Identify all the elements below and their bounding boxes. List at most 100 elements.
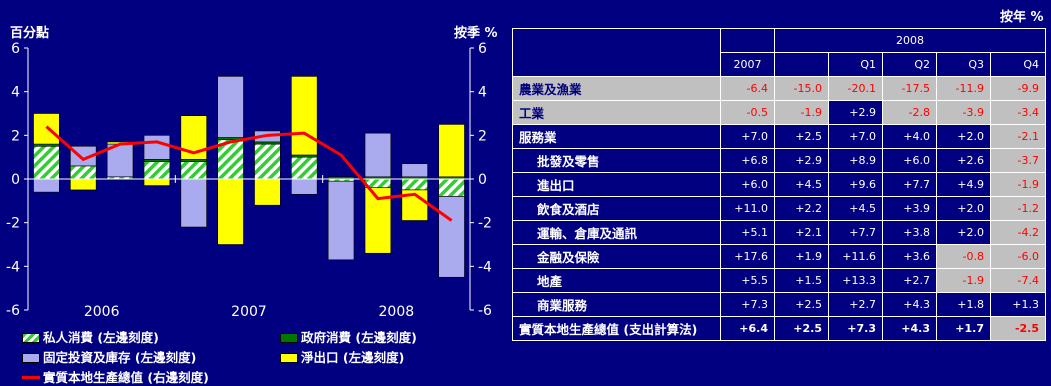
left-tick-label: 0 (11, 172, 20, 188)
bar-invest (438, 196, 465, 278)
bar-gov (180, 159, 207, 162)
bar-private (254, 143, 281, 180)
row-value: -4.2 (990, 220, 1046, 245)
row-value: -11.9 (936, 76, 991, 101)
bar-private (180, 161, 207, 180)
left-tick-label: 2 (11, 128, 20, 144)
x-group-label: 2006 (84, 304, 120, 320)
row-value: +6.8 (720, 148, 775, 173)
row-value: -6.0 (990, 244, 1046, 269)
row-value: -1.9 (774, 100, 829, 125)
left-tick-label: -4 (6, 259, 20, 275)
bar-invest (143, 135, 171, 160)
row-value: +1.9 (774, 244, 829, 269)
bar-invest (70, 145, 97, 167)
bar-invest (364, 132, 392, 178)
row-value: +2.1 (774, 220, 829, 245)
row-value: +6.0 (882, 148, 937, 173)
left-tick-label: 4 (11, 85, 20, 101)
row-value: +17.6 (720, 244, 775, 269)
row-value: +9.6 (828, 172, 883, 197)
row-value: -6.4 (720, 76, 775, 101)
row-value: +6.0 (720, 172, 775, 197)
table-row: 進出口 +6.0 +4.5 +9.6 +7.7 +4.9 -1.9 (512, 172, 1046, 197)
row-value: +7.0 (720, 124, 775, 149)
row-label: 服務業 (512, 124, 721, 149)
left-tick-label: 6 (11, 41, 20, 57)
table-row: 工業 -0.5 -1.9 +2.9 -2.8 -3.9 -3.4 (512, 100, 1046, 125)
x-group-label: 2008 (379, 304, 415, 320)
table-row: 運輸、倉庫及通訊 +5.1 +2.1 +7.7 +3.8 +2.0 -4.2 (512, 220, 1046, 245)
row-value: -1.9 (936, 268, 991, 293)
legend-invest: 固定投資及庫存 (左邊刻度) (22, 347, 196, 366)
right-tick-label: 0 (478, 172, 487, 188)
row-label: 農業及漁業 (512, 76, 721, 101)
right-tick-label: -2 (478, 216, 492, 232)
row-label: 金融及保險 (512, 244, 721, 269)
row-value: +3.6 (882, 244, 937, 269)
bar-invest (291, 178, 318, 195)
table-row: 地產 +5.5 +1.5 +13.3 +2.7 -1.9 -7.4 (512, 268, 1046, 293)
bar-net (70, 178, 97, 191)
row-value: +2.0 (936, 124, 991, 149)
legend-label-gdp: 實質本地生產總值 (右邊刻度) (43, 370, 209, 385)
right-tick-label: 6 (478, 41, 487, 57)
bar-private (217, 139, 244, 180)
row-value: +11.0 (720, 196, 775, 221)
bar-net (217, 178, 244, 245)
right-tick-label: -6 (478, 303, 492, 319)
table-row: 服務業 +7.0 +2.5 +7.0 +4.0 +2.0 -2.1 (512, 124, 1046, 149)
bar-private (401, 178, 428, 191)
row-value: -17.5 (882, 76, 937, 101)
row-value: -0.8 (936, 244, 991, 269)
row-value: +4.0 (882, 124, 937, 149)
row-value: +3.9 (882, 196, 937, 221)
row-value: +2.5 (774, 124, 829, 149)
row-value: +2.6 (936, 148, 991, 173)
row-value: -2.5 (990, 316, 1046, 341)
row-value: -15.0 (774, 76, 829, 101)
left-axis-label: 百分點 (10, 26, 50, 41)
row-value: +4.9 (936, 172, 991, 197)
bar-private (70, 165, 97, 180)
row-value: +1.5 (774, 268, 829, 293)
row-value: +2.9 (828, 100, 883, 125)
legend-net: 淨出口 (左邊刻度) (280, 347, 404, 366)
bar-invest (180, 178, 207, 228)
row-value: +2.9 (774, 148, 829, 173)
row-value: +4.3 (882, 292, 937, 317)
row-value: +8.9 (828, 148, 883, 173)
row-value: -7.4 (990, 268, 1046, 293)
bar-private (291, 156, 318, 180)
bar-net (438, 124, 465, 178)
row-value: +7.7 (882, 172, 937, 197)
row-value: +7.3 (828, 316, 883, 341)
row-value: -2.8 (882, 100, 937, 125)
bar-invest (33, 178, 60, 193)
bar-private (438, 178, 465, 197)
bar-invest (327, 180, 355, 261)
row-value: +7.7 (828, 220, 883, 245)
row-value: -20.1 (828, 76, 883, 101)
legend-label-gov: 政府消費 (左邊刻度) (301, 330, 417, 345)
row-value: -2.1 (990, 124, 1046, 149)
header-q1: Q1 (828, 52, 883, 77)
row-value: +4.5 (774, 172, 829, 197)
row-value: +13.3 (828, 268, 883, 293)
bar-gov (33, 143, 60, 147)
legend-label-invest: 固定投資及庫存 (左邊刻度) (43, 350, 197, 365)
right-axis-label: 按季 % (454, 26, 498, 41)
row-value: -1.9 (990, 172, 1046, 197)
legend-private: 私人消費 (左邊刻度) (22, 327, 159, 346)
row-value: -1.2 (990, 196, 1046, 221)
bar-net (33, 113, 60, 145)
legend-swatch-net (280, 353, 298, 363)
bar-gov (254, 141, 281, 145)
bar-gov (291, 154, 318, 158)
table-row: 批發及零售 +6.8 +2.9 +8.9 +6.0 +2.6 -3.7 (512, 148, 1046, 173)
row-value: +5.5 (720, 268, 775, 293)
legend-swatch-private (22, 333, 40, 343)
row-label: 運輸、倉庫及通訊 (512, 220, 721, 245)
right-tick-label: 4 (478, 85, 487, 101)
row-value: -9.9 (990, 76, 1046, 101)
